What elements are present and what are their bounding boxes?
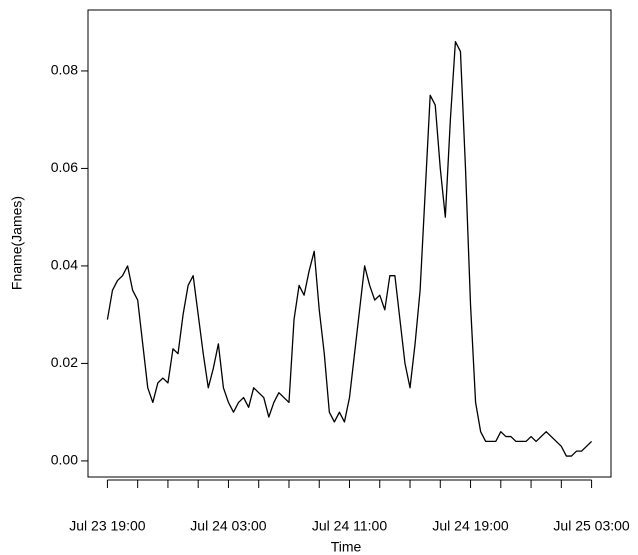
y-tick-label: 0.04: [51, 257, 78, 273]
plot-box: [87, 9, 612, 478]
x-tick-label: Jul 24 03:00: [190, 518, 266, 534]
x-tick-label: Jul 25 03:00: [553, 518, 629, 534]
x-tick-label: Jul 23 19:00: [69, 518, 145, 534]
data-line: [106, 41, 593, 457]
x-axis-label: Time: [331, 539, 362, 555]
y-tick-label: 0.08: [51, 62, 78, 78]
y-axis-label: Fname(James): [9, 196, 25, 290]
x-tick-label: Jul 24 19:00: [432, 518, 508, 534]
y-tick-label: 0.02: [51, 354, 78, 370]
y-tick-label: 0.06: [51, 159, 78, 175]
x-tick-label: Jul 24 11:00: [312, 518, 387, 534]
y-tick-label: 0.00: [51, 452, 78, 468]
